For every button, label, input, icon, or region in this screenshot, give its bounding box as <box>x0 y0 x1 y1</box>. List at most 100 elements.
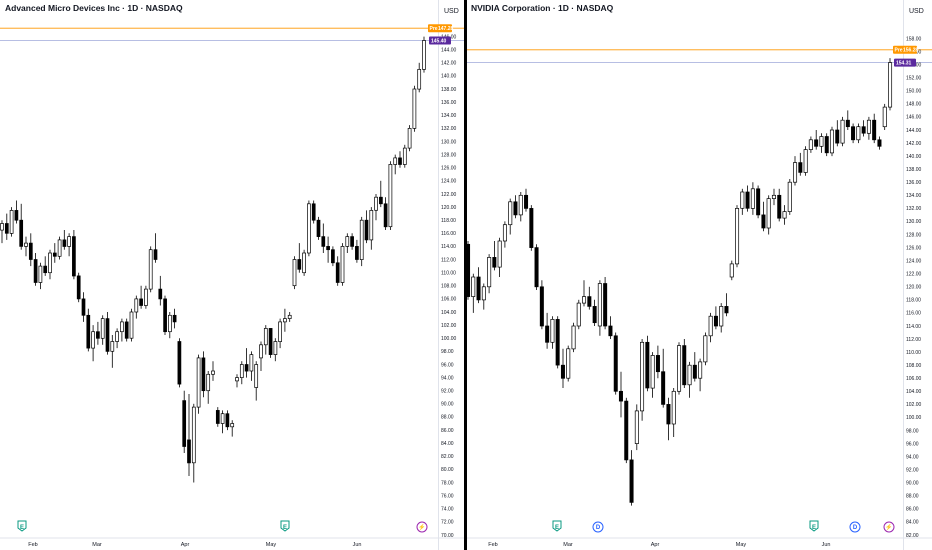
event-marker-label: D <box>853 525 858 531</box>
price-tick-label: 76.00 <box>441 493 454 499</box>
candle-body <box>645 341 650 389</box>
candle <box>196 354 201 414</box>
split-icon <box>883 521 895 533</box>
candle <box>172 308 177 329</box>
candle-body <box>407 128 412 149</box>
candle <box>28 233 33 267</box>
month-label: Mar <box>92 542 102 548</box>
candle-body <box>412 88 417 129</box>
candle <box>719 303 724 333</box>
candle-body <box>814 139 819 147</box>
candle <box>877 136 882 150</box>
candle <box>703 332 708 366</box>
candle-body <box>566 348 571 379</box>
candle <box>48 249 52 280</box>
candle <box>158 275 163 306</box>
candle-body <box>629 459 634 503</box>
last-price-tag <box>429 36 451 45</box>
candle <box>24 236 28 257</box>
split-marker[interactable]: ⚡ <box>883 521 895 533</box>
candle <box>417 62 422 93</box>
candle <box>33 253 38 286</box>
candle-body <box>124 321 129 339</box>
candle-body <box>0 223 4 231</box>
dividend-marker[interactable]: D <box>849 521 861 533</box>
currency-label[interactable]: USD <box>909 8 924 15</box>
month-label: Feb <box>488 542 497 548</box>
candle <box>518 192 523 222</box>
candle <box>115 328 119 349</box>
candle <box>476 267 481 304</box>
candle-body <box>369 210 374 241</box>
candle-body <box>158 288 163 300</box>
price-tick-label: 142.00 <box>906 141 922 147</box>
candle <box>597 280 602 336</box>
panel-divider[interactable] <box>464 0 467 550</box>
candle-body <box>52 252 57 257</box>
candle-body <box>340 246 345 283</box>
candle <box>393 154 398 175</box>
chart-title: Advanced Micro Devices Inc · 1D · NASDAQ <box>5 3 183 13</box>
candle <box>777 188 782 222</box>
candle <box>72 230 76 280</box>
price-tick-label: 106.00 <box>441 297 457 303</box>
candle-body <box>350 236 354 247</box>
candle <box>4 213 9 240</box>
candle <box>466 241 471 300</box>
candle-body <box>249 354 254 372</box>
nvda-chart-panel[interactable]: 158.00156.00154.00152.00150.00148.00146.… <box>466 0 932 550</box>
candle <box>254 361 259 401</box>
candle-body <box>592 306 597 324</box>
candle-body <box>497 240 502 268</box>
premarket-tag-value: 156.28 <box>903 48 919 54</box>
candle-body <box>877 139 882 147</box>
candle <box>57 236 62 260</box>
split-marker[interactable]: ⚡ <box>416 521 428 533</box>
candle-body <box>254 364 259 388</box>
time-axis-labels: Feb Mar Apr May Jun <box>28 542 361 548</box>
candle-body <box>163 298 167 333</box>
price-tick-label: 94.00 <box>441 375 454 381</box>
candle <box>882 103 887 130</box>
candle <box>225 410 230 431</box>
candle <box>782 205 787 225</box>
candle-body <box>756 188 761 216</box>
candle <box>497 237 502 277</box>
candle-body <box>713 315 718 327</box>
candle-body <box>703 335 708 363</box>
candle-body <box>393 157 398 165</box>
candle <box>38 262 43 290</box>
dividend-marker[interactable]: D <box>592 521 604 533</box>
candle <box>388 161 393 230</box>
candle <box>220 410 225 434</box>
candle-body <box>618 390 623 402</box>
amd-chart-panel[interactable]: 146.00144.00142.00140.00138.00136.00134.… <box>0 0 464 550</box>
earnings-marker[interactable]: E <box>280 520 290 532</box>
candle <box>307 200 311 257</box>
candle-body <box>4 223 9 234</box>
candle-body <box>331 249 335 264</box>
currency-label[interactable]: USD <box>444 8 459 15</box>
price-tick-label: 124.00 <box>906 258 922 264</box>
price-tick-label: 90.00 <box>906 481 919 487</box>
candle-body <box>115 331 119 342</box>
candle <box>624 397 629 464</box>
earnings-marker[interactable]: E <box>809 520 819 532</box>
chart-title: NVIDIA Corporation · 1D · NASDAQ <box>471 3 614 13</box>
candle-body <box>307 203 311 254</box>
candle <box>379 180 383 208</box>
candle-body <box>335 262 340 283</box>
candle-body <box>650 355 655 389</box>
price-tick-label: 108.00 <box>906 363 922 369</box>
candle <box>576 299 581 330</box>
candle <box>587 286 592 310</box>
earnings-marker[interactable]: E <box>17 520 27 532</box>
earnings-marker[interactable]: E <box>552 520 562 532</box>
candle <box>692 352 697 382</box>
candle-body <box>466 243 471 297</box>
candle-body <box>168 314 172 333</box>
price-tick-label: 142.00 <box>441 61 457 67</box>
split-icon <box>416 521 428 533</box>
event-markers: E D E D ⚡ <box>552 520 895 533</box>
